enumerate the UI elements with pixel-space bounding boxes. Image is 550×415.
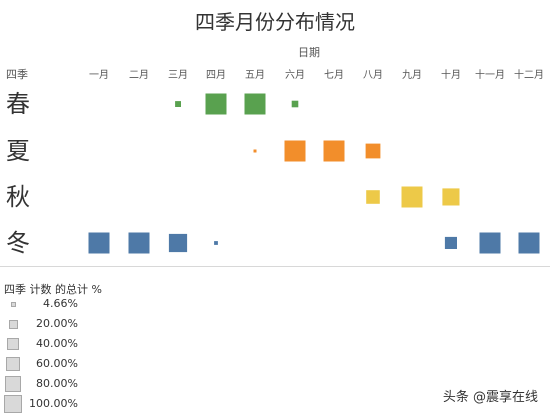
size-legend-swatch [10, 301, 16, 307]
legend-divider [0, 266, 550, 267]
month-label: 十二月 [514, 70, 544, 81]
data-square[interactable] [291, 100, 299, 108]
size-legend-item: 60.00% [0, 355, 200, 373]
size-legend-item: 100.00% [0, 395, 200, 413]
month-label: 一月 [89, 70, 109, 81]
size-legend-swatch [6, 357, 20, 371]
month-label: 九月 [402, 70, 422, 81]
size-legend-item: 20.00% [0, 315, 200, 333]
season-label: 春 [6, 90, 30, 118]
size-legend-label: 80.00% [36, 377, 78, 390]
data-square[interactable] [253, 149, 257, 153]
season-label: 夏 [6, 137, 30, 165]
data-square[interactable] [442, 188, 460, 206]
size-legend-swatch [4, 395, 22, 413]
season-label: 秋 [6, 183, 30, 211]
data-square[interactable] [365, 143, 381, 159]
month-label: 十月 [441, 70, 461, 81]
size-legend-item: 40.00% [0, 335, 200, 353]
month-label: 二月 [129, 70, 149, 81]
watermark: 头条 @震享在线 [442, 390, 538, 405]
month-label: 四月 [206, 70, 226, 81]
chart-title: 四季月份分布情况 [195, 10, 355, 34]
data-square[interactable] [175, 101, 181, 107]
row-axis-title: 四季 [6, 68, 28, 81]
size-legend-label: 40.00% [36, 337, 78, 350]
month-label: 十一月 [475, 70, 505, 81]
data-square[interactable] [244, 93, 266, 115]
data-square[interactable] [88, 232, 110, 254]
size-legend-swatch [8, 319, 18, 329]
data-square[interactable] [366, 190, 380, 204]
data-square[interactable] [128, 232, 150, 254]
data-square[interactable] [168, 233, 188, 253]
data-square[interactable] [444, 236, 457, 249]
month-label: 六月 [285, 70, 305, 81]
size-legend-swatch [7, 338, 19, 350]
plot-area [88, 93, 540, 254]
size-legend-swatch [5, 376, 21, 392]
size-legend-label: 20.00% [36, 317, 78, 330]
data-square[interactable] [479, 232, 501, 254]
data-square[interactable] [205, 93, 227, 115]
data-square[interactable] [214, 241, 218, 245]
size-legend-label: 60.00% [36, 357, 78, 370]
size-legend-item: 4.66% [0, 295, 200, 313]
month-label: 七月 [324, 70, 344, 81]
data-square[interactable] [401, 186, 423, 208]
size-legend-item: 80.00% [0, 375, 200, 393]
size-legend-title: 四季 计数 的总计 % [4, 283, 102, 296]
data-square[interactable] [518, 232, 540, 254]
size-legend-label: 4.66% [43, 297, 78, 310]
month-label: 五月 [245, 70, 265, 81]
month-label: 八月 [363, 70, 383, 81]
data-square[interactable] [323, 140, 345, 162]
season-label: 冬 [6, 229, 30, 257]
size-legend-label: 100.00% [29, 397, 78, 410]
x-axis-title: 日期 [298, 46, 320, 59]
month-label: 三月 [168, 70, 188, 81]
data-square[interactable] [284, 140, 306, 162]
